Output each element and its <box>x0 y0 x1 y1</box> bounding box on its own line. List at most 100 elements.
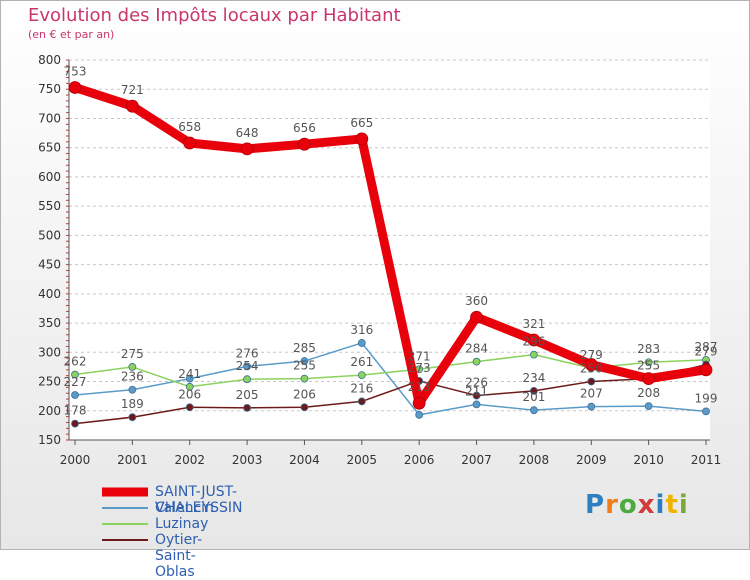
y-tick-label: 200 <box>38 404 61 418</box>
data-label: 206 <box>293 387 316 401</box>
data-point <box>300 374 309 383</box>
data-point <box>530 386 538 395</box>
data-point <box>243 375 251 384</box>
data-label: 236 <box>121 370 144 384</box>
data-point <box>240 142 254 156</box>
series-line <box>70 82 711 408</box>
data-label: 271 <box>408 349 431 363</box>
y-tick-label: 750 <box>38 82 61 96</box>
data-label: 360 <box>465 294 488 308</box>
x-tick-label: 2007 <box>461 453 492 467</box>
data-point <box>128 363 137 371</box>
data-label: 296 <box>522 335 545 349</box>
legend-label: Luzinay <box>155 516 209 532</box>
data-label: 226 <box>465 376 488 390</box>
data-point <box>530 406 538 415</box>
data-point <box>584 358 598 371</box>
data-point <box>125 99 139 113</box>
data-point <box>300 357 309 365</box>
data-label: 648 <box>236 126 259 140</box>
data-label: 241 <box>178 367 201 381</box>
data-label: 250 <box>580 362 603 376</box>
data-label: 285 <box>293 341 316 355</box>
data-point <box>185 403 194 412</box>
data-point <box>642 372 656 386</box>
logo-letter: i <box>678 490 689 520</box>
data-point <box>298 137 311 151</box>
x-tick-label: 2004 <box>289 453 320 467</box>
line-chart: 150 200 250 300 350 400 450 500 550 600 650 700 750 8… <box>38 53 721 467</box>
data-label: 721 <box>121 83 144 97</box>
data-point <box>183 136 197 150</box>
data-point <box>472 357 481 366</box>
y-tick-label: 700 <box>38 111 61 125</box>
data-point <box>644 402 653 410</box>
data-point <box>355 132 369 146</box>
data-label: 201 <box>522 390 545 404</box>
logo-letter: r <box>605 490 619 520</box>
data-label: 316 <box>350 323 373 337</box>
data-label: 216 <box>350 381 373 395</box>
legend-label: SAINT-JUST-CHALEYSSIN <box>155 484 243 516</box>
data-point <box>71 370 79 379</box>
logo-letter: x <box>637 490 656 520</box>
data-label: 205 <box>236 388 259 402</box>
logo-letter: t <box>665 490 679 520</box>
y-tick-label: 450 <box>38 258 61 272</box>
x-tick-label: 2008 <box>519 453 550 467</box>
legend-swatch <box>102 523 148 525</box>
data-label: 273 <box>408 361 431 375</box>
x-tick-label: 2010 <box>633 453 664 467</box>
data-point <box>185 374 194 383</box>
y-tick-label: 150 <box>38 433 61 447</box>
x-tick-label: 2002 <box>174 453 205 467</box>
series-line <box>74 342 707 416</box>
data-point <box>185 382 194 391</box>
data-label: 207 <box>580 387 603 401</box>
data-point <box>699 363 713 377</box>
y-tick-label: 550 <box>38 199 61 213</box>
data-point <box>71 419 79 428</box>
series-line <box>74 363 707 425</box>
data-point <box>357 397 366 406</box>
y-tick-label: 800 <box>38 53 61 67</box>
data-label: 279 <box>580 348 603 362</box>
data-label: 213 <box>408 380 431 394</box>
data-label: 255 <box>293 359 316 373</box>
y-tick-label: 250 <box>38 375 61 389</box>
data-point <box>702 407 710 416</box>
legend-label: Oytier-Saint-Oblas <box>155 532 203 580</box>
data-label: 254 <box>236 359 259 373</box>
logo-letter: P <box>585 490 606 520</box>
y-tick-label: 650 <box>38 141 61 155</box>
chart-subtitle: (en € et par an) <box>28 28 115 41</box>
data-point <box>470 310 483 324</box>
data-point <box>412 396 426 410</box>
data-point <box>415 410 424 419</box>
data-point <box>472 391 481 400</box>
data-point <box>587 402 596 411</box>
data-label: 275 <box>121 347 144 361</box>
y-tick-label: 400 <box>38 287 61 301</box>
legend-swatch <box>102 507 148 509</box>
data-label: 276 <box>236 346 259 360</box>
data-point <box>587 377 596 386</box>
data-label: 283 <box>637 342 660 356</box>
logo-letter: o <box>618 490 638 520</box>
y-tick-label: 300 <box>38 345 61 359</box>
data-point <box>128 413 137 422</box>
legend-swatch <box>102 487 148 497</box>
y-tick-label: 500 <box>38 228 61 242</box>
data-label: 208 <box>637 386 660 400</box>
data-point <box>243 362 251 371</box>
x-tick-label: 2005 <box>347 453 378 467</box>
logo-letter: i <box>655 490 666 520</box>
data-point <box>300 403 309 412</box>
chart-title: Evolution des Impôts locaux par Habitant <box>28 5 401 26</box>
data-label: 279 <box>695 345 718 359</box>
x-tick-label: 2003 <box>232 453 263 467</box>
data-point <box>644 358 653 367</box>
x-tick-label: 2009 <box>576 453 607 467</box>
data-point <box>243 403 251 412</box>
data-label: 658 <box>178 120 201 134</box>
